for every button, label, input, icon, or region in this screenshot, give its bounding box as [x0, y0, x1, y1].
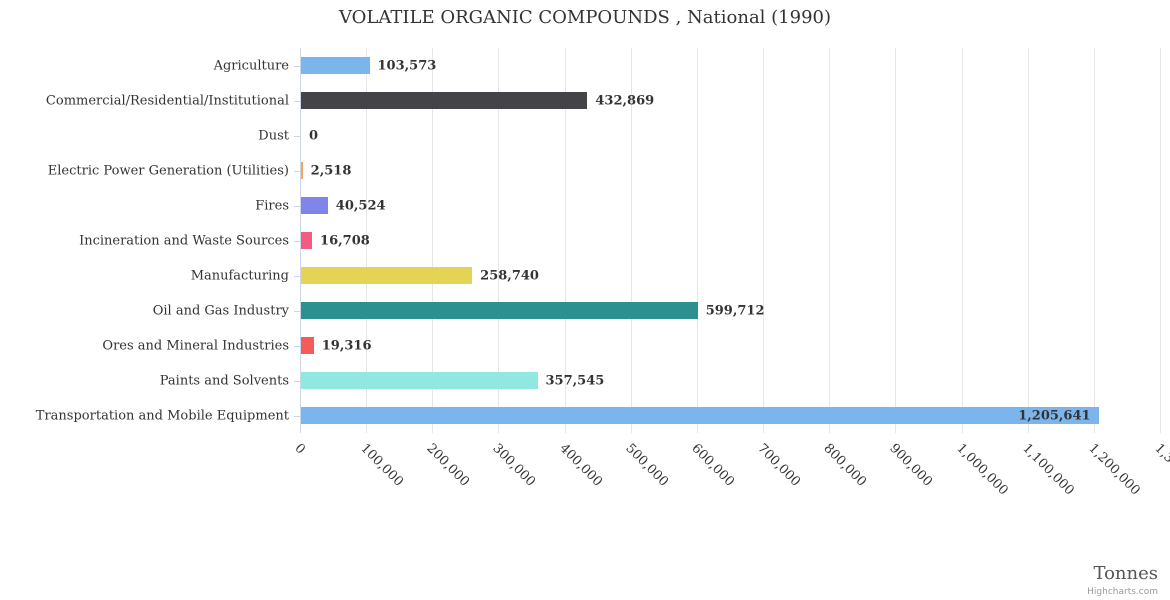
x-tick-label: 300,000: [489, 441, 539, 490]
x-tick-label: 1,300,000: [1151, 441, 1170, 499]
y-axis-tick: [294, 310, 301, 312]
bar[interactable]: [301, 267, 473, 284]
gridline: [366, 48, 368, 433]
data-label: 16,708: [320, 233, 370, 248]
y-axis-tick: [294, 65, 301, 67]
bar[interactable]: [301, 372, 538, 389]
y-axis-tick: [294, 100, 301, 102]
category-label: Paints and Solvents: [159, 373, 289, 388]
y-axis-tick: [294, 135, 301, 137]
x-tick-label: 700,000: [754, 441, 804, 490]
data-label: 357,545: [545, 373, 605, 388]
category-row: Manufacturing 258,740: [191, 258, 1161, 293]
data-label: 2,518: [310, 163, 352, 178]
bar[interactable]: [301, 92, 588, 109]
category-row: Oil and Gas Industry 599,712: [153, 293, 1161, 328]
y-axis-tick: [294, 240, 301, 242]
category-label: Electric Power Generation (Utilities): [47, 163, 289, 178]
bar[interactable]: [301, 57, 370, 74]
data-label: 19,316: [321, 338, 372, 353]
bar[interactable]: [301, 407, 1099, 424]
y-axis-tick: [294, 345, 301, 347]
gridline: [829, 48, 831, 433]
category-label: Oil and Gas Industry: [152, 303, 289, 318]
gridline: [763, 48, 765, 433]
x-axis-labels: 0 100,000 200,000 300,000 400,000 500,000 600,…: [291, 433, 1170, 543]
y-axis-tick: [294, 275, 301, 277]
category-label: Incineration and Waste Sources: [79, 233, 289, 248]
y-axis-tick: [294, 205, 301, 207]
category-row: Transportation and Mobile Equipment 1,205…: [36, 398, 1161, 433]
gridline: [961, 48, 963, 433]
x-tick-label: 500,000: [622, 441, 671, 490]
category-row: Electric Power Generation (Utilities) 2,5…: [48, 153, 1161, 188]
category-row: Paints and Solvents 357,545: [160, 363, 1161, 398]
category-row: Ores and Mineral Industries 19,316: [102, 328, 1161, 363]
data-label: 432,869: [595, 93, 655, 108]
data-label: 0: [309, 128, 319, 143]
x-tick-label: 1,200,000: [1085, 441, 1143, 499]
gridline: [1027, 48, 1029, 433]
gridline: [1093, 48, 1095, 433]
data-label: 258,740: [480, 268, 539, 283]
x-tick-label: 800,000: [820, 441, 870, 490]
highcharts-credit-link[interactable]: Highcharts.com: [1087, 587, 1158, 597]
category-label: Agriculture: [213, 58, 289, 73]
x-tick-label: 0: [291, 441, 308, 458]
x-tick-label: 1,000,000: [952, 441, 1011, 499]
x-tick-label: 600,000: [688, 441, 737, 490]
y-axis-tick: [294, 170, 301, 172]
bar[interactable]: [301, 337, 314, 354]
gridline: [432, 48, 434, 433]
category-row: Incineration and Waste Sources 16,708: [79, 223, 1161, 258]
bar[interactable]: [301, 232, 313, 249]
gridline: [564, 48, 566, 433]
plot-area: Agriculture 103,573 Commercial/Residential…: [36, 48, 1161, 433]
gridline: [630, 48, 632, 433]
x-tick-label: 100,000: [357, 441, 407, 490]
category-label: Dust: [258, 128, 289, 143]
gridline: [498, 48, 500, 433]
x-axis-title: Tonnes: [1093, 563, 1158, 584]
data-label: 40,524: [335, 198, 386, 213]
category-row: Dust 0: [258, 118, 1161, 153]
x-tick-label: 1,100,000: [1019, 441, 1077, 499]
gridline: [895, 48, 897, 433]
x-tick-label: 200,000: [423, 441, 473, 490]
category-label: Ores and Mineral Industries: [102, 338, 289, 353]
y-axis-tick: [294, 415, 301, 417]
bar[interactable]: [301, 197, 328, 214]
category-row: Agriculture 103,573: [214, 48, 1161, 83]
category-row: Commercial/Residential/Institutional 432,…: [46, 83, 1161, 118]
y-axis-tick: [294, 380, 301, 382]
gridline: [1160, 48, 1161, 433]
chart-title: VOLATILE ORGANIC COMPOUNDS , National (1…: [338, 7, 832, 28]
category-label: Transportation and Mobile Equipment: [35, 408, 289, 423]
bar[interactable]: [301, 162, 303, 179]
category-label: Fires: [255, 198, 289, 213]
category-label: Commercial/Residential/Institutional: [45, 93, 289, 108]
category-row: Fires 40,524: [255, 188, 1161, 223]
data-label: 103,573: [377, 58, 437, 73]
bar[interactable]: [301, 302, 698, 319]
gridline: [696, 48, 698, 433]
x-tick-label: 900,000: [886, 441, 936, 490]
x-tick-label: 400,000: [556, 441, 605, 490]
category-label: Manufacturing: [190, 268, 289, 283]
data-label: 1,205,641: [1018, 408, 1091, 423]
data-label: 599,712: [705, 303, 765, 318]
